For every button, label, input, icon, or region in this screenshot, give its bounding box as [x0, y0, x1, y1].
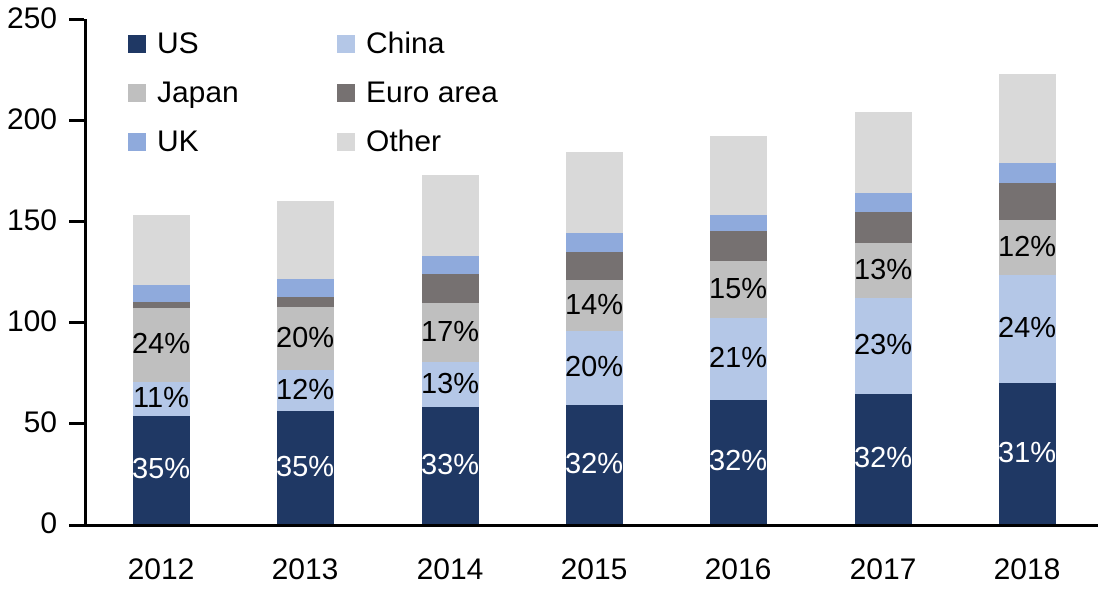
segment-euro-area-2018	[999, 182, 1056, 220]
segment-japan-2012	[133, 307, 190, 382]
y-axis-tick	[69, 220, 84, 223]
segment-uk-2016	[710, 214, 767, 232]
segment-japan-2013	[277, 306, 334, 371]
segment-other-2014	[422, 174, 479, 257]
legend-swatch-us	[128, 34, 146, 53]
segment-other-2017	[855, 111, 912, 193]
segment-japan-2017	[855, 243, 912, 298]
y-axis-tick-label: 100	[6, 305, 57, 338]
segment-uk-2015	[566, 233, 623, 253]
x-axis-label-2016: 2016	[704, 553, 772, 586]
segment-japan-2018	[999, 219, 1056, 275]
segment-china-2015	[566, 331, 623, 405]
segment-uk-2014	[422, 256, 479, 274]
segment-japan-2015	[566, 279, 623, 332]
segment-us-2012	[133, 415, 190, 524]
legend-item-china: China	[337, 19, 498, 68]
legend-swatch-japan	[128, 83, 146, 102]
segment-other-2013	[277, 200, 334, 279]
segment-us-2015	[566, 404, 623, 524]
y-axis-tick	[69, 119, 84, 122]
y-axis-tick-label: 0	[40, 507, 57, 540]
segment-japan-2014	[422, 302, 479, 363]
segment-us-2016	[710, 399, 767, 524]
legend-label-japan: Japan	[157, 75, 239, 109]
segment-euro-area-2014	[422, 273, 479, 303]
segment-china-2012	[133, 381, 190, 416]
segment-euro-area-2016	[710, 231, 767, 262]
legend-swatch-euro-area	[337, 83, 355, 102]
segment-us-2013	[277, 410, 334, 524]
y-axis-tick	[69, 18, 84, 21]
legend-label-other: Other	[366, 124, 442, 158]
legend-item-other: Other	[337, 117, 498, 166]
segment-other-2016	[710, 136, 767, 215]
segment-us-2018	[999, 382, 1056, 524]
legend-item-euro-area: Euro area	[337, 68, 498, 117]
y-axis-tick	[69, 321, 84, 324]
legend-item-uk: UK	[128, 117, 337, 166]
segment-uk-2018	[999, 163, 1056, 183]
segment-us-2017	[855, 393, 912, 524]
chart-legend: US China Japan Euro area UK Other	[128, 19, 498, 166]
segment-china-2014	[422, 362, 479, 407]
segment-euro-area-2015	[566, 252, 623, 280]
y-axis-tick-label: 200	[6, 103, 57, 136]
legend-label-euro-area: Euro area	[366, 75, 498, 109]
legend-item-japan: Japan	[128, 68, 337, 117]
legend-swatch-other	[337, 132, 355, 151]
segment-china-2013	[277, 370, 334, 411]
legend-label-uk: UK	[157, 124, 199, 158]
segment-us-2014	[422, 406, 479, 524]
y-axis-line	[84, 19, 87, 527]
x-axis-label-2013: 2013	[271, 553, 339, 586]
segment-uk-2013	[277, 278, 334, 297]
y-axis-tick	[69, 422, 84, 425]
segment-japan-2016	[710, 261, 767, 318]
x-axis-label-2012: 2012	[127, 553, 195, 586]
segment-china-2017	[855, 297, 912, 394]
x-axis-label-2017: 2017	[849, 553, 917, 586]
x-axis-label-2018: 2018	[993, 553, 1061, 586]
segment-other-2018	[999, 73, 1056, 164]
segment-euro-area-2013	[277, 296, 334, 307]
legend-label-us: US	[157, 26, 199, 60]
legend-label-china: China	[366, 26, 445, 60]
segment-euro-area-2012	[133, 301, 190, 308]
segment-china-2018	[999, 274, 1056, 383]
legend-swatch-uk	[128, 132, 146, 151]
legend-swatch-china	[337, 34, 355, 53]
segment-euro-area-2017	[855, 211, 912, 244]
y-axis-tick-label: 250	[6, 2, 57, 35]
y-axis-tick-label: 50	[23, 406, 57, 439]
segment-china-2016	[710, 317, 767, 400]
segment-other-2015	[566, 152, 623, 234]
segment-uk-2012	[133, 284, 190, 302]
y-axis-tick-label: 150	[6, 204, 57, 237]
legend-item-us: US	[128, 19, 337, 68]
x-axis-line	[69, 524, 1098, 527]
segment-uk-2017	[855, 192, 912, 212]
segment-other-2012	[133, 214, 190, 285]
x-axis-label-2015: 2015	[560, 553, 628, 586]
x-axis-label-2014: 2014	[416, 553, 484, 586]
